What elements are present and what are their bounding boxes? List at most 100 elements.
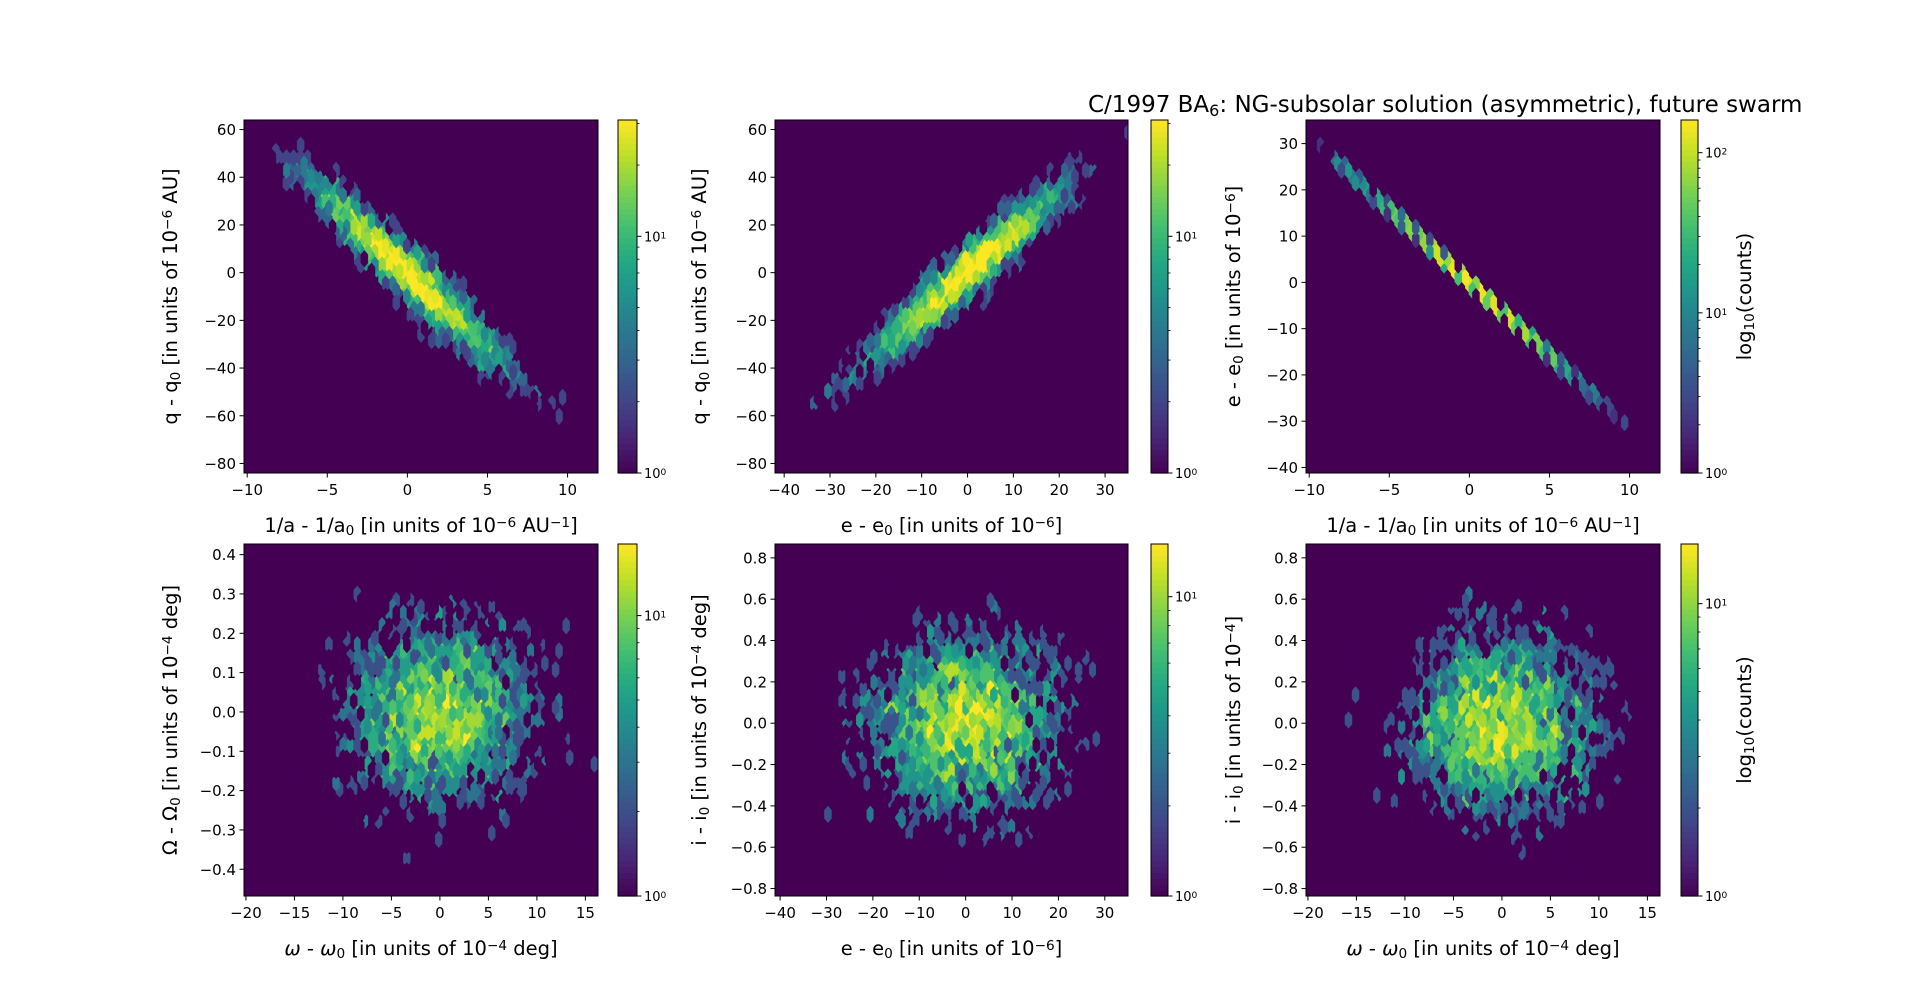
hexbin-cell: [1486, 610, 1494, 629]
hexbin-cell: [1380, 774, 1388, 792]
hexbin-cell: [831, 407, 839, 426]
colorbar-segment: [618, 772, 637, 780]
hexbin-cell: [1500, 635, 1509, 654]
hexbin-cell: [1440, 654, 1448, 673]
x-tick-label: 10: [1620, 481, 1639, 499]
hexbin-cell: [1135, 718, 1142, 735]
label-part: e - e: [841, 937, 884, 960]
hexbin-cell: [463, 742, 471, 761]
hexbin-cell: [1000, 692, 1009, 710]
colorbar-segment: [618, 437, 637, 445]
y-tick-label: −0.8: [731, 880, 767, 898]
hexbin-cell: [1588, 591, 1597, 610]
colorbar-segment: [618, 178, 637, 186]
colorbar-segment: [1151, 396, 1168, 403]
x-tick-label: 0: [403, 481, 413, 499]
hexbin-cell: [1397, 792, 1406, 811]
hexbin-cell: [845, 642, 853, 660]
y-tick-label: −20: [204, 312, 236, 330]
hexbin-cell: [392, 654, 400, 673]
hexbin-cell: [1571, 811, 1579, 830]
colorbar-segment: [618, 649, 637, 657]
y-tick-label: −0.6: [1262, 839, 1298, 857]
y-tick-label: 30: [1279, 135, 1298, 153]
colorbar-segment: [1151, 866, 1168, 874]
hexbin-cell: [916, 730, 924, 748]
hexbin-cell: [1408, 811, 1416, 830]
hexbin-cell: [961, 598, 970, 616]
hexbin-cell: [1447, 755, 1455, 773]
colorbar-segment: [1151, 655, 1168, 662]
colorbar-segment: [618, 596, 637, 604]
hexbin-cell: [1482, 294, 1491, 312]
hexbin-cell: [502, 811, 510, 830]
hexbin-cell: [519, 394, 528, 413]
colorbar-segment: [618, 802, 637, 809]
colorbar-segment: [1681, 684, 1698, 692]
hexbin-cell: [1011, 212, 1019, 230]
hexbin-cell: [1550, 786, 1558, 805]
hexbin-cell: [1436, 610, 1445, 629]
hexbin-cell: [392, 629, 400, 648]
hexbin-cell: [420, 616, 429, 635]
hexbin-cell: [1489, 717, 1498, 736]
hexbin-cell: [1610, 407, 1618, 426]
hexbin-cell: [848, 723, 857, 742]
hexbin-cell: [898, 635, 906, 654]
hexbin-cell: [898, 585, 906, 604]
hexbin-cell: [445, 350, 454, 369]
hexbin-cell: [919, 585, 927, 604]
hexbin-cell: [1521, 673, 1530, 692]
superscript: −4: [689, 645, 705, 665]
colorbar-segment: [618, 737, 637, 745]
colorbar-segment: [618, 890, 637, 897]
hexbin-cell: [360, 199, 369, 218]
colorbar-segment: [1151, 414, 1168, 421]
colorbar-segment: [1151, 149, 1168, 156]
colorbar-segment: [1681, 378, 1698, 386]
hexbin-cell: [388, 811, 397, 830]
hexbin-cell: [990, 786, 998, 805]
hexbin-cell: [339, 623, 347, 641]
hexbin-cell: [1599, 401, 1608, 419]
label-part: : NG-subsolar solution (asymmetric), fut…: [1219, 92, 1802, 118]
hexbin-cell: [1599, 698, 1608, 717]
colorbar-segment: [1681, 214, 1698, 221]
hexbin-cell: [930, 268, 938, 287]
colorbar-segment: [1681, 831, 1698, 838]
hexbin-cells: [1306, 130, 1643, 444]
label-part: AU]: [688, 168, 711, 209]
y-tick-label: 60: [748, 121, 767, 139]
colorbar-segment: [618, 813, 637, 821]
hexbin-cell: [1422, 686, 1431, 704]
y-tick-label: −0.2: [731, 756, 767, 774]
hexbin-cell: [1571, 375, 1579, 394]
colorbar-segment: [618, 355, 637, 362]
colorbar-segment: [618, 544, 637, 551]
x-tick-label: 0: [963, 481, 973, 499]
hexbin-cell: [282, 736, 291, 754]
hexbin-cell: [590, 717, 598, 736]
hexbin-cell: [887, 642, 896, 660]
y-tick-label: 0: [1288, 274, 1298, 292]
hexbin-cell: [1422, 648, 1431, 666]
x-tick-label: 5: [484, 904, 494, 922]
hexbin-cell: [1475, 818, 1484, 836]
hexbin-cell: [813, 388, 822, 407]
colorbar-segment: [1681, 661, 1698, 668]
colorbar-segment: [1151, 225, 1168, 233]
hexbin-cell: [1493, 585, 1501, 604]
hexbin-cell: [512, 717, 521, 736]
hexbin-cell: [1472, 761, 1480, 780]
colorbar-segment: [1681, 184, 1698, 192]
hexbin-cell: [427, 331, 436, 350]
y-tick-label: −40: [1266, 459, 1298, 477]
hexbin-cell: [512, 566, 521, 585]
hexbin-cell: [1429, 635, 1438, 654]
colorbar-segment: [618, 602, 637, 610]
colorbar-segment: [1151, 690, 1168, 698]
hexbin-cell: [863, 862, 871, 880]
x-axis-label: ω - ω0 [in units of 10−4 deg]: [1346, 937, 1619, 962]
hexbin-cell: [951, 805, 959, 824]
hexbin-cell: [1088, 186, 1097, 205]
